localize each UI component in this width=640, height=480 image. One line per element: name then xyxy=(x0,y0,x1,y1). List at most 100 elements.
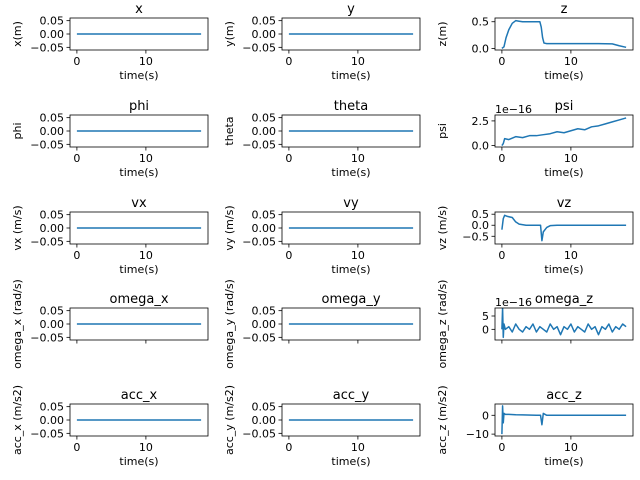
y-axis-label-acc-z: acc_z (m/s2) xyxy=(436,385,449,454)
subplot-title-acc-z: acc_z xyxy=(546,388,582,403)
x-tick-label-x-1: 10 xyxy=(139,55,153,68)
y-tick-label-x-2: −0.05 xyxy=(30,41,64,54)
subplot-acc-z: 0 10 0 −10 acc_z time(s) acc_z (m/s2) xyxy=(436,385,634,468)
y-axis-label-omega-y: omega_y (rad/s) xyxy=(223,279,236,369)
x-tick-label-z-1: 10 xyxy=(564,55,578,68)
subplot-title-omega-x: omega_x xyxy=(109,292,168,307)
x-axis-label-vz: time(s) xyxy=(544,263,583,276)
y-tick-label-y-2: −0.05 xyxy=(242,41,276,54)
y-tick-label-vz-2: −0.5 xyxy=(462,230,489,243)
x-tick-label-acc-y-0: 0 xyxy=(285,441,292,454)
subplot-phi: 0 10 0.050.00−0.05 phi time(s) phi xyxy=(11,99,209,179)
subplot-vy: 0 10 0.050.00−0.05 vy time(s) vy (m/s) xyxy=(223,196,421,276)
subplot-title-acc-x: acc_x xyxy=(121,388,158,403)
x-axis-label-acc-y: time(s) xyxy=(331,455,370,468)
x-axis-label-vy: time(s) xyxy=(331,263,370,276)
y-tick-label-phi-2: −0.05 xyxy=(30,138,64,151)
x-tick-label-vy-0: 0 xyxy=(285,249,292,262)
subplot-title-theta: theta xyxy=(334,99,368,114)
axes-frame-omega-z xyxy=(494,307,634,341)
y-axis-label-x: x(m) xyxy=(11,21,24,47)
subplot-title-acc-y: acc_y xyxy=(333,388,370,403)
y-axis-label-z: z(m) xyxy=(436,21,449,46)
y-axis-label-theta: theta xyxy=(223,116,236,145)
x-tick-label-phi-0: 0 xyxy=(73,152,80,165)
x-tick-label-acc-x-0: 0 xyxy=(73,441,80,454)
offset-label-psi: 1e−16 xyxy=(495,103,532,116)
y-tick-label-acc-x-1: 0.00 xyxy=(40,414,65,427)
subplot-y: 0 10 0.050.00−0.05 y time(s) y(m) xyxy=(223,2,421,82)
series-line-omega-z-0 xyxy=(501,308,627,339)
subplot-title-vy: vy xyxy=(343,196,359,211)
subplot-title-y: y xyxy=(347,2,355,17)
y-tick-label-omega-x-1: 0.00 xyxy=(40,318,65,331)
x-tick-label-vx-1: 10 xyxy=(139,249,153,262)
subplot-vx: 0 10 0.050.00−0.05 vx time(s) vx (m/s) xyxy=(11,196,209,276)
x-axis-label-phi: time(s) xyxy=(119,166,158,179)
y-tick-label-y-1: 0.00 xyxy=(252,28,277,41)
y-tick-label-omega-x-0: 0.05 xyxy=(40,305,65,318)
subplot-theta: 0 10 0.050.00−0.05 theta time(s) theta xyxy=(223,99,421,179)
y-tick-label-omega-x-2: −0.05 xyxy=(30,331,64,344)
y-tick-label-y-0: 0.05 xyxy=(252,15,277,28)
y-tick-label-vx-0: 0.05 xyxy=(40,209,65,222)
y-tick-label-z-0: 0.5 xyxy=(472,16,490,29)
y-axis-label-y: y(m) xyxy=(223,21,236,47)
y-tick-label-acc-y-2: −0.05 xyxy=(242,427,276,440)
y-tick-label-theta-0: 0.05 xyxy=(252,112,277,125)
x-tick-label-theta-1: 10 xyxy=(351,152,365,165)
y-axis-label-vx: vx (m/s) xyxy=(11,205,24,250)
subplot-title-vx: vx xyxy=(131,196,147,211)
x-axis-label-y: time(s) xyxy=(331,69,370,82)
y-tick-label-vy-1: 0.00 xyxy=(252,222,277,235)
y-tick-label-omega-z-0: 5 xyxy=(482,310,489,323)
y-tick-label-x-1: 0.00 xyxy=(40,28,65,41)
x-tick-label-vx-0: 0 xyxy=(73,249,80,262)
subplot-omega-y: 0.050.00−0.05 omega_y omega_y (rad/s) xyxy=(223,279,421,369)
y-tick-label-vz-0: 0.5 xyxy=(472,208,490,221)
y-axis-label-omega-z: omega_z (rad/s) xyxy=(436,280,449,369)
x-axis-label-x: time(s) xyxy=(119,69,158,82)
x-axis-label-psi: time(s) xyxy=(544,166,583,179)
y-tick-label-vz-1: 0.0 xyxy=(472,219,490,232)
x-axis-label-z: time(s) xyxy=(544,69,583,82)
y-axis-label-omega-x: omega_x (rad/s) xyxy=(11,279,24,369)
y-tick-label-acc-y-1: 0.00 xyxy=(252,414,277,427)
x-tick-label-acc-x-1: 10 xyxy=(139,441,153,454)
y-tick-label-psi-0: 2.5 xyxy=(472,115,490,128)
y-axis-label-vy: vy (m/s) xyxy=(223,205,236,250)
y-tick-label-omega-y-0: 0.05 xyxy=(252,305,277,318)
series-line-z-0 xyxy=(501,19,627,49)
y-tick-label-acc-z-1: −10 xyxy=(466,428,489,441)
subplot-omega-z: 50 omega_z omega_z (rad/s) 1e−16 xyxy=(436,280,634,369)
y-tick-label-x-0: 0.05 xyxy=(40,15,65,28)
subplot-title-z: z xyxy=(561,2,568,17)
subplot-title-omega-y: omega_y xyxy=(321,292,380,307)
subplot-acc-y: 0 10 0.050.00−0.05 acc_y time(s) acc_y (m/s2) xyxy=(223,385,421,468)
y-tick-label-vy-2: −0.05 xyxy=(242,235,276,248)
y-tick-label-z-1: 0.0 xyxy=(472,42,490,55)
axes-frame-z xyxy=(494,17,634,51)
axes-frame-acc-z xyxy=(494,403,634,437)
x-axis-label-theta: time(s) xyxy=(331,166,370,179)
x-tick-label-z-0: 0 xyxy=(498,55,505,68)
series-line-psi-0 xyxy=(501,117,627,146)
y-tick-label-vx-2: −0.05 xyxy=(30,235,64,248)
x-tick-label-psi-1: 10 xyxy=(564,152,578,165)
x-tick-label-phi-1: 10 xyxy=(139,152,153,165)
subplot-acc-x: 0 10 0.050.00−0.05 acc_x time(s) acc_x (m/s2) xyxy=(11,385,209,468)
subplot-title-x: x xyxy=(135,2,143,17)
y-tick-label-psi-1: 0.0 xyxy=(472,140,490,153)
subplot-z: 0 10 0.5 0.0 z time(s) z(m) xyxy=(436,2,634,82)
y-tick-label-theta-2: −0.05 xyxy=(242,138,276,151)
y-tick-label-omega-z-1: 0 xyxy=(482,323,489,336)
y-tick-label-acc-x-2: −0.05 xyxy=(30,427,64,440)
x-tick-label-vz-0: 0 xyxy=(498,249,505,262)
subplot-title-omega-z: omega_z xyxy=(535,292,593,307)
subplot-title-phi: phi xyxy=(129,99,149,114)
x-tick-label-vz-1: 10 xyxy=(564,249,578,262)
axes-frame-vz xyxy=(494,211,634,245)
series-line-acc-z-0 xyxy=(501,405,627,435)
x-tick-label-y-1: 10 xyxy=(351,55,365,68)
